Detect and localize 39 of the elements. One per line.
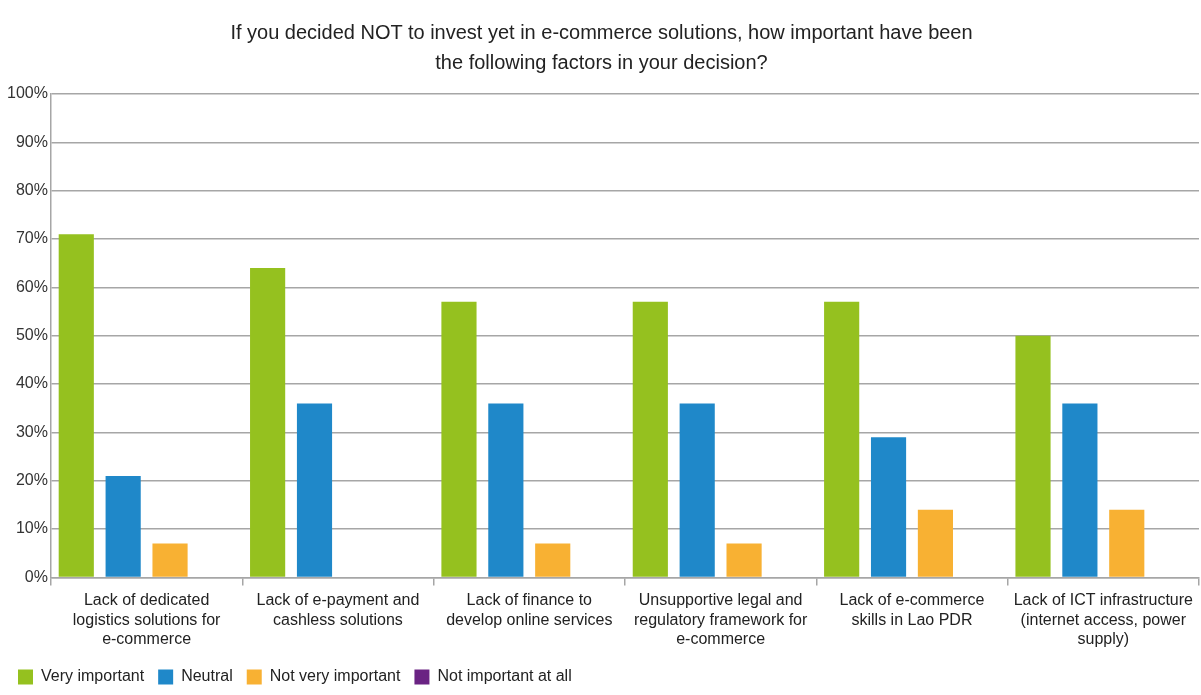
bar	[535, 543, 571, 577]
x-tick-label: Lack of ICT infrastructure (internet access, power supply)	[1013, 591, 1194, 647]
x-tick-label: Lack of dedicated logistics solutions for e-commerce	[72, 591, 222, 647]
y-tick-label: 80%	[15, 181, 48, 199]
y-tick-label: 30%	[15, 422, 48, 440]
bar	[632, 301, 668, 577]
x-tick-label: Lack of e-commerce skills in Lao PDR	[839, 591, 985, 628]
bar	[105, 475, 141, 577]
y-tick-label: 70%	[15, 229, 48, 247]
bar	[488, 403, 524, 577]
y-tick-label: 60%	[15, 277, 48, 295]
chart-title: If you decided NOT to invest yet in e-commerce solutions, how important have been the following factors in your decision?	[230, 20, 973, 73]
legend-label: Neutral	[181, 667, 233, 685]
y-tick-label: 100%	[7, 84, 48, 102]
y-tick-label: 10%	[15, 519, 48, 537]
bar	[296, 403, 333, 577]
y-tick-label: 0%	[24, 567, 48, 585]
bar	[917, 509, 953, 577]
bar	[152, 543, 188, 577]
legend-label: Not important at all	[437, 667, 572, 685]
bar	[726, 543, 762, 577]
bar	[824, 301, 860, 577]
bar	[679, 403, 715, 577]
bar	[58, 234, 94, 577]
bar	[1109, 509, 1145, 577]
legend-label: Not very important	[269, 667, 401, 685]
bar	[870, 437, 907, 577]
y-tick-label: 50%	[15, 326, 48, 344]
bar	[250, 268, 286, 577]
bar	[1015, 335, 1051, 577]
bar	[441, 301, 477, 577]
x-tick-label: Lack of finance to develop online services	[446, 591, 613, 628]
bar	[1062, 403, 1098, 577]
y-tick-label: 90%	[15, 132, 48, 150]
y-tick-label: 20%	[15, 471, 48, 489]
y-tick-label: 40%	[15, 374, 48, 392]
x-tick-label: Lack of e-payment and cashless solutions	[256, 591, 420, 628]
legend-label: Very important	[41, 667, 145, 685]
x-tick-label: Unsupportive legal and regulatory framework for e-commerce	[633, 591, 808, 647]
